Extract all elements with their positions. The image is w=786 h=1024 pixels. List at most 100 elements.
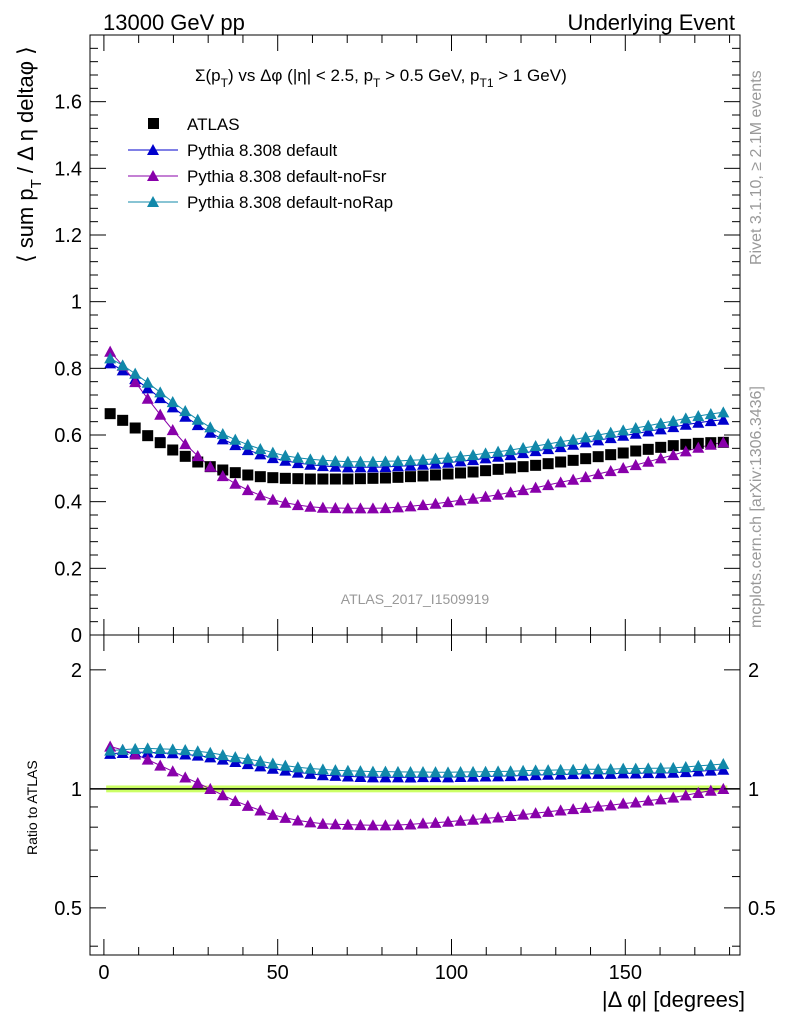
main-point-pythia-8-308-default	[642, 425, 655, 437]
ratio-point-pythia-8-308-default-norap	[166, 743, 179, 755]
main-point-pythia-8-308-default-nofsr	[191, 450, 204, 462]
main-point-pythia-8-308-default-norap	[642, 419, 655, 431]
main-point-pythia-8-308-default-nofsr	[654, 452, 667, 464]
main-point-pythia-8-308-default-norap	[116, 359, 129, 371]
main-point-pythia-8-308-default-norap	[241, 438, 254, 450]
main-y-tick-label: 0.4	[54, 492, 82, 514]
ratio-point-pythia-8-308-default-nofsr	[416, 817, 429, 829]
ratio-point-pythia-8-308-default	[316, 769, 329, 781]
ratio-point-pythia-8-308-default-norap	[329, 764, 342, 776]
main-point-atlas	[617, 447, 629, 459]
main-point-pythia-8-308-default-nofsr	[366, 502, 379, 514]
main-point-atlas	[292, 473, 304, 485]
ratio-y-tick-label-left: 2	[71, 660, 82, 682]
main-point-pythia-8-308-default-nofsr	[141, 392, 154, 404]
main-point-pythia-8-308-default-nofsr	[604, 465, 617, 477]
ratio-y-tick-label-right: 0.5	[748, 898, 776, 920]
ratio-point-pythia-8-308-default	[379, 771, 392, 783]
main-point-pythia-8-308-default-nofsr	[316, 501, 329, 513]
main-point-atlas	[267, 472, 279, 484]
main-point-atlas	[467, 466, 479, 478]
main-point-atlas	[655, 441, 667, 453]
main-point-pythia-8-308-default-nofsr	[104, 345, 117, 357]
ratio-point-pythia-8-308-default-nofsr	[479, 812, 492, 824]
ratio-point-pythia-8-308-default-norap	[241, 752, 254, 765]
ratio-point-pythia-8-308-default-nofsr	[366, 819, 379, 831]
ratio-point-pythia-8-308-default-nofsr	[554, 804, 567, 816]
main-point-atlas	[179, 450, 191, 462]
ratio-point-pythia-8-308-default-nofsr	[492, 811, 505, 823]
ratio-point-pythia-8-308-default-nofsr	[717, 782, 730, 794]
x-tick-label: 50	[267, 962, 289, 984]
main-point-pythia-8-308-default	[704, 415, 717, 427]
ratio-point-pythia-8-308-default-norap	[504, 765, 517, 777]
main-point-pythia-8-308-default-nofsr	[492, 488, 505, 500]
main-point-pythia-8-308-default-nofsr	[291, 499, 304, 511]
ratio-point-pythia-8-308-default-norap	[654, 762, 667, 774]
main-point-atlas	[192, 456, 204, 468]
main-point-pythia-8-308-default-norap	[704, 408, 717, 420]
ratio-point-pythia-8-308-default-nofsr	[542, 805, 555, 817]
ratio-point-pythia-8-308-default-norap	[316, 763, 329, 775]
ratio-uncertainty-band	[90, 785, 740, 793]
ratio-y-axis-label: Ratio to ATLAS	[24, 760, 40, 855]
ratio-point-pythia-8-308-default-norap	[642, 762, 655, 774]
ratio-point-pythia-8-308-default-norap	[404, 766, 417, 778]
ratio-point-pythia-8-308-default-norap	[266, 757, 279, 769]
main-point-pythia-8-308-default-norap	[404, 454, 417, 466]
main-point-pythia-8-308-default-nofsr	[341, 502, 354, 514]
ratio-point-pythia-8-308-default-norap	[454, 766, 467, 778]
main-point-pythia-8-308-default	[667, 421, 680, 433]
main-point-pythia-8-308-default-norap	[291, 451, 304, 463]
main-point-pythia-8-308-default-norap	[229, 433, 242, 445]
ratio-point-pythia-8-308-default	[341, 770, 354, 782]
main-point-pythia-8-308-default-nofsr	[204, 460, 217, 472]
main-point-pythia-8-308-default-norap	[341, 455, 354, 467]
ratio-point-pythia-8-308-default-norap	[229, 751, 242, 763]
main-point-pythia-8-308-default-nofsr	[354, 502, 367, 514]
main-point-atlas	[392, 471, 404, 483]
main-point-pythia-8-308-default	[654, 423, 667, 435]
ratio-point-pythia-8-308-default-norap	[579, 763, 592, 775]
ratio-point-pythia-8-308-default-nofsr	[579, 801, 592, 813]
main-point-pythia-8-308-default-nofsr	[454, 494, 467, 506]
ratio-point-pythia-8-308-default-nofsr	[166, 765, 179, 777]
main-point-pythia-8-308-default-norap	[216, 428, 229, 440]
main-point-pythia-8-308-default-norap	[529, 440, 542, 452]
main-point-pythia-8-308-default-nofsr	[166, 424, 179, 436]
ratio-point-pythia-8-308-default-nofsr	[404, 818, 417, 830]
main-point-pythia-8-308-default-norap	[154, 386, 167, 398]
ratio-point-pythia-8-308-default-nofsr	[529, 807, 542, 819]
main-point-pythia-8-308-default	[379, 461, 392, 473]
main-point-pythia-8-308-default-norap	[191, 413, 204, 425]
ratio-point-pythia-8-308-default-nofsr	[266, 808, 279, 820]
x-tick-label: 0	[98, 962, 109, 984]
main-point-atlas	[555, 456, 567, 468]
main-point-pythia-8-308-default-norap	[679, 412, 692, 424]
ratio-point-pythia-8-308-default-norap	[467, 765, 480, 777]
main-point-pythia-8-308-default-norap	[379, 455, 392, 467]
ratio-point-pythia-8-308-default-norap	[279, 759, 292, 771]
ratio-y-tick-label-left: 0.5	[54, 898, 82, 920]
main-y-tick-label: 1.4	[54, 158, 82, 180]
ratio-point-pythia-8-308-default	[366, 771, 379, 783]
main-point-atlas	[104, 408, 116, 420]
main-point-atlas	[329, 473, 341, 485]
main-point-pythia-8-308-default-norap	[304, 453, 317, 465]
main-point-pythia-8-308-default-nofsr	[279, 496, 292, 508]
main-point-pythia-8-308-default-nofsr	[429, 497, 442, 509]
ratio-point-pythia-8-308-default-nofsr	[704, 784, 717, 796]
main-point-pythia-8-308-default-norap	[329, 455, 342, 467]
main-point-pythia-8-308-default-nofsr	[504, 486, 517, 498]
main-point-pythia-8-308-default-nofsr	[442, 496, 455, 508]
main-point-pythia-8-308-default-norap	[579, 431, 592, 443]
legend-label-default: Pythia 8.308 default	[187, 141, 338, 160]
main-point-atlas	[680, 438, 692, 450]
main-point-pythia-8-308-default-norap	[479, 447, 492, 459]
ratio-point-pythia-8-308-default-norap	[141, 742, 154, 754]
main-y-tick-label: 1	[71, 292, 82, 314]
main-point-pythia-8-308-default-norap	[492, 445, 505, 457]
main-point-atlas	[667, 440, 679, 452]
main-point-pythia-8-308-default-nofsr	[379, 502, 392, 514]
main-point-pythia-8-308-default	[316, 460, 329, 472]
